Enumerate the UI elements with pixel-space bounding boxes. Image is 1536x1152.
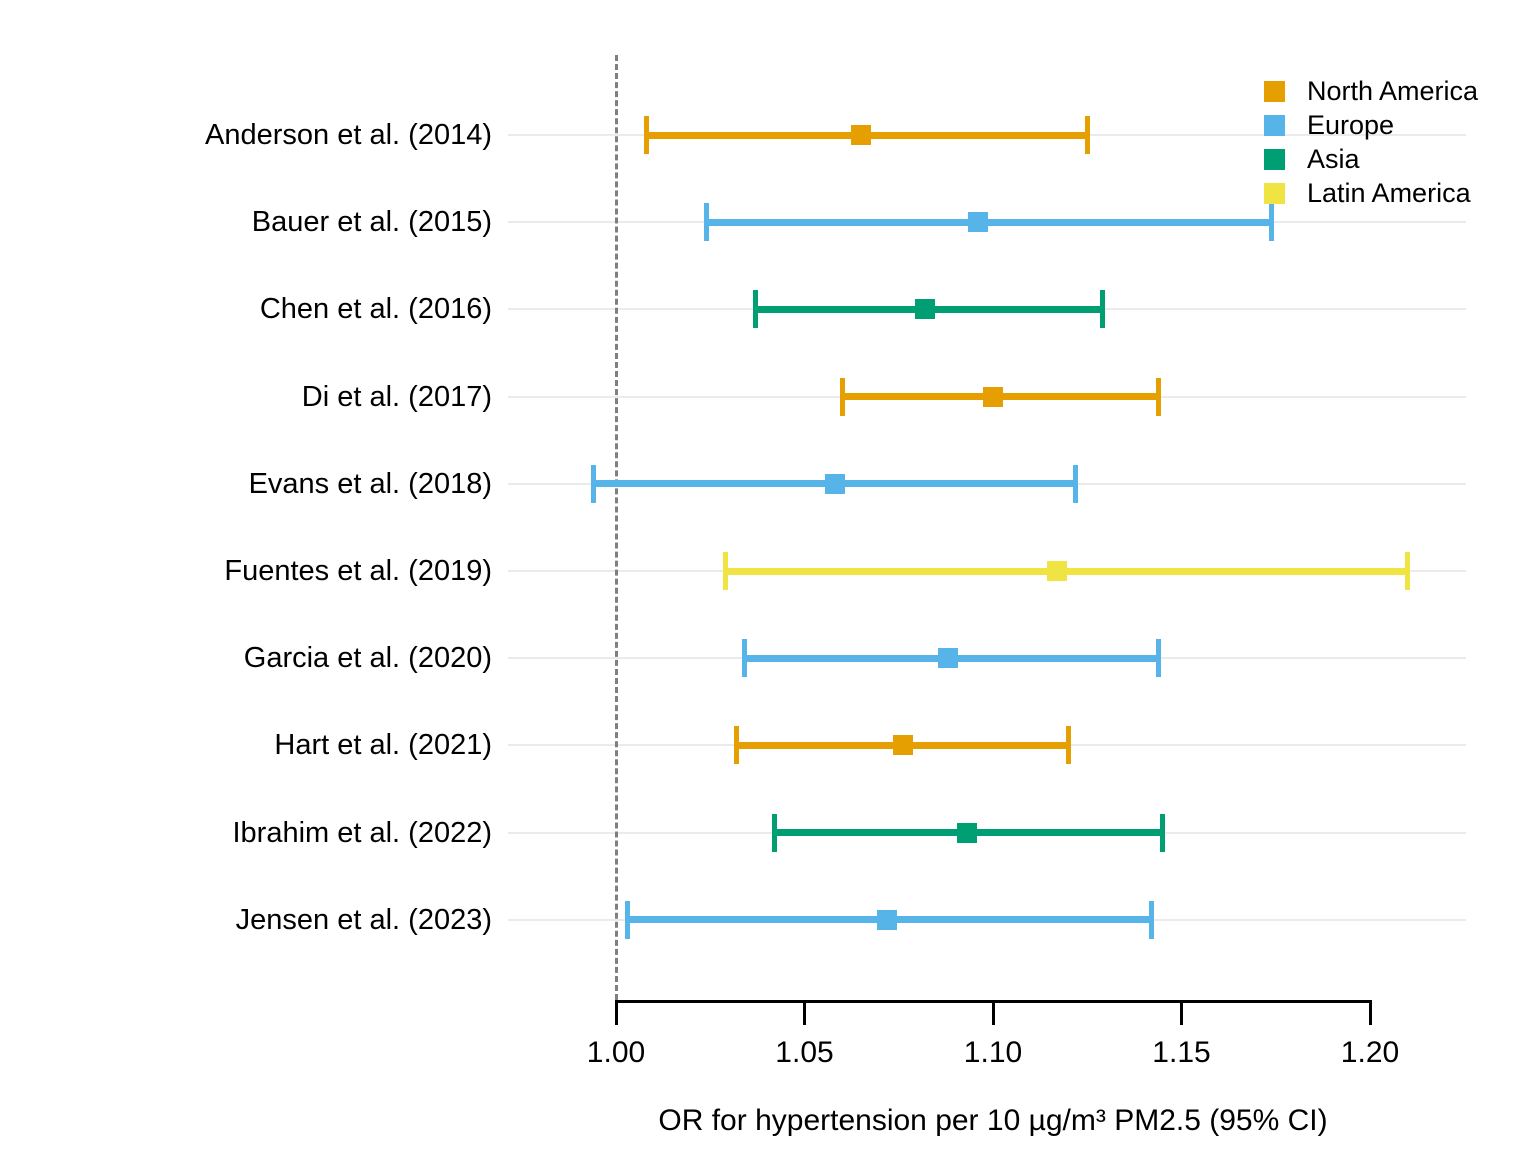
ci-cap-left [643, 116, 649, 154]
legend-swatch [1264, 148, 1285, 170]
x-tick [803, 1000, 806, 1025]
legend-entry: Europe [1264, 110, 1478, 140]
study-label: Hart et al. (2021) [274, 729, 492, 762]
ci-cap-left [590, 464, 596, 503]
legend-label: Latin America [1307, 177, 1471, 208]
x-tick [1180, 1000, 1183, 1025]
x-axis-title: OR for hypertension per 10 µg/m³ PM2.5 (… [658, 1104, 1328, 1137]
legend-label: Asia [1307, 143, 1360, 174]
legend-swatch [1264, 114, 1285, 136]
ci-cap-right [1065, 726, 1071, 765]
x-tick-label: 1.00 [586, 1036, 646, 1069]
point-estimate-marker [983, 386, 1003, 407]
ci-cap-right [1156, 639, 1162, 678]
ci-cap-right [1160, 813, 1166, 852]
study-label: Jensen et al. (2023) [235, 903, 492, 936]
ci-cap-right [1148, 900, 1154, 939]
study-label: Garcia et al. (2020) [243, 642, 492, 675]
legend-swatch [1264, 80, 1285, 102]
ci-cap-left [752, 290, 758, 329]
study-label: Evans et al. (2018) [248, 467, 492, 500]
point-estimate-marker [892, 735, 913, 756]
legend-label: North America [1307, 75, 1479, 106]
point-estimate-marker [956, 822, 977, 843]
point-estimate-marker [937, 648, 958, 669]
ci-cap-left [839, 377, 845, 416]
study-label: Chen et al. (2016) [259, 293, 492, 326]
ci-cap-right [1405, 552, 1411, 590]
ci-cap-left [734, 726, 740, 765]
ci-cap-right [1156, 377, 1162, 416]
study-label: Anderson et al. (2014) [205, 119, 492, 151]
legend: North America Europe Asia Latin America [1264, 76, 1478, 208]
legend-label: Europe [1307, 109, 1395, 140]
point-estimate-marker [1047, 561, 1068, 581]
ci-cap-right [1099, 290, 1105, 329]
study-label: Di et al. (2017) [301, 380, 492, 413]
legend-entry: Latin America [1264, 178, 1478, 208]
x-tick-label: 1.05 [775, 1036, 834, 1069]
x-tick [1368, 1000, 1372, 1025]
ci-cap-left [624, 900, 630, 939]
study-label: Ibrahim et al. (2022) [232, 816, 492, 849]
ci-cap-left [703, 203, 709, 242]
legend-entry: North America [1264, 76, 1478, 106]
study-label: Bauer et al. (2015) [251, 206, 492, 239]
x-tick-label: 1.10 [963, 1036, 1023, 1069]
legend-swatch [1264, 182, 1285, 204]
x-tick-label: 1.20 [1340, 1036, 1400, 1069]
ci-cap-right [1073, 464, 1079, 503]
ci-cap-right [1084, 116, 1090, 154]
ci-cap-right [1269, 203, 1275, 242]
ci-bar [706, 218, 1272, 226]
study-label: Fuentes et al. (2019) [224, 555, 492, 587]
ci-cap-left [722, 552, 728, 590]
x-tick-label: 1.15 [1152, 1036, 1211, 1069]
x-tick [614, 1000, 618, 1025]
point-estimate-marker [967, 212, 988, 233]
point-estimate-marker [824, 473, 845, 494]
ci-cap-left [741, 639, 747, 678]
x-tick [991, 1000, 995, 1025]
ci-cap-left [771, 813, 777, 852]
reference-line [614, 55, 618, 1000]
point-estimate-marker [915, 299, 936, 320]
point-estimate-marker [877, 909, 898, 930]
legend-entry: Asia [1264, 144, 1478, 174]
point-estimate-marker [851, 125, 872, 145]
